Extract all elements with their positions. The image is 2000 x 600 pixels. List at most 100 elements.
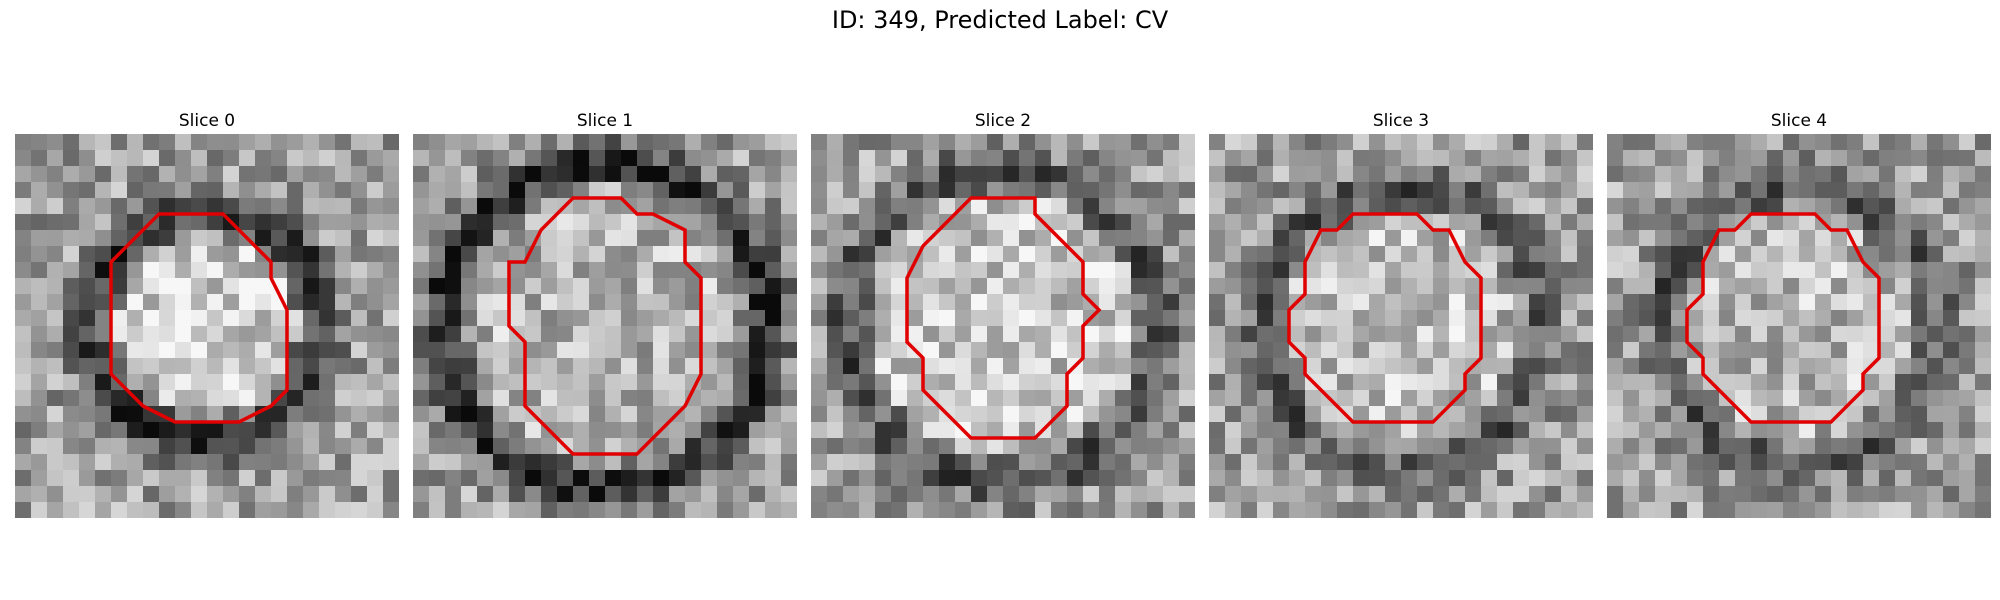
pixel [477, 342, 494, 359]
pixel [891, 438, 908, 455]
pixel [1815, 374, 1832, 391]
pixel [859, 406, 876, 423]
pixel [351, 214, 368, 231]
pixel [1927, 134, 1944, 151]
pixel [143, 390, 160, 407]
pixel [621, 470, 638, 487]
pixel [319, 262, 336, 279]
pixel [971, 134, 988, 151]
pixel [445, 390, 462, 407]
pixel [1257, 166, 1274, 183]
pixel [955, 358, 972, 375]
pixel [1911, 214, 1928, 231]
pixel [63, 182, 80, 199]
pixel [1719, 454, 1736, 471]
pixel [1927, 294, 1944, 311]
pixel [1545, 422, 1562, 439]
pixel [1895, 390, 1912, 407]
pixel [891, 358, 908, 375]
pixel [1241, 182, 1258, 199]
pixel [525, 502, 542, 518]
pixel [1321, 198, 1338, 215]
pixel [1385, 134, 1402, 151]
pixel [811, 422, 828, 439]
pixel [477, 310, 494, 327]
pixel [971, 406, 988, 423]
pixel [1003, 134, 1020, 151]
pixel [1035, 454, 1052, 471]
pixel [143, 342, 160, 359]
pixel [811, 438, 828, 455]
pixel [541, 150, 558, 167]
pixel [1465, 422, 1482, 439]
pixel [749, 214, 766, 231]
pixel [1163, 422, 1180, 439]
pixel [287, 326, 304, 343]
pixel [1083, 230, 1100, 247]
pixel [79, 470, 96, 487]
pixel [1481, 310, 1498, 327]
pixel [875, 278, 892, 295]
pixel [367, 390, 384, 407]
pixel [1703, 134, 1720, 151]
pixel [891, 454, 908, 471]
pixel [811, 166, 828, 183]
pixel [1847, 214, 1864, 231]
pixel [1147, 166, 1164, 183]
pixel [669, 502, 686, 518]
pixel [207, 342, 224, 359]
pixel [1639, 470, 1656, 487]
pixel [383, 470, 399, 487]
pixel [1401, 374, 1418, 391]
pixel [541, 326, 558, 343]
pixel [1671, 214, 1688, 231]
pixel [1035, 166, 1052, 183]
pixel [1257, 390, 1274, 407]
pixel [1687, 278, 1704, 295]
pixel [1751, 134, 1768, 151]
slice-image-0 [15, 134, 399, 518]
pixel [1003, 262, 1020, 279]
pixel [493, 214, 510, 231]
pixel [1687, 198, 1704, 215]
pixel [111, 214, 128, 231]
pixel [1513, 198, 1530, 215]
pixel [367, 294, 384, 311]
pixel [461, 422, 478, 439]
pixel [223, 358, 240, 375]
pixel [669, 230, 686, 247]
pixel [1799, 198, 1816, 215]
pixel [477, 278, 494, 295]
pixel [383, 246, 399, 263]
pixel [1401, 358, 1418, 375]
pixel [1465, 214, 1482, 231]
pixel [1767, 406, 1784, 423]
pixel [1497, 390, 1514, 407]
pixel [1225, 422, 1242, 439]
pixel [271, 454, 288, 471]
pixel [413, 134, 430, 151]
pixel [1783, 406, 1800, 423]
pixel [445, 166, 462, 183]
pixel [1225, 358, 1242, 375]
pixel [1529, 262, 1546, 279]
pixel [509, 358, 526, 375]
pixel [781, 454, 797, 471]
pixel [1497, 310, 1514, 327]
pixel [1577, 454, 1593, 471]
pixel [413, 182, 430, 199]
pixel [493, 150, 510, 167]
pixel [1639, 454, 1656, 471]
pixel [1083, 150, 1100, 167]
pixel [175, 198, 192, 215]
pixel [493, 278, 510, 295]
pixel [223, 326, 240, 343]
pixel [765, 246, 782, 263]
pixel [653, 502, 670, 518]
pixel [351, 166, 368, 183]
pixel [1639, 246, 1656, 263]
pixel [1783, 374, 1800, 391]
pixel [717, 438, 734, 455]
pixel [621, 278, 638, 295]
pixel [1895, 246, 1912, 263]
